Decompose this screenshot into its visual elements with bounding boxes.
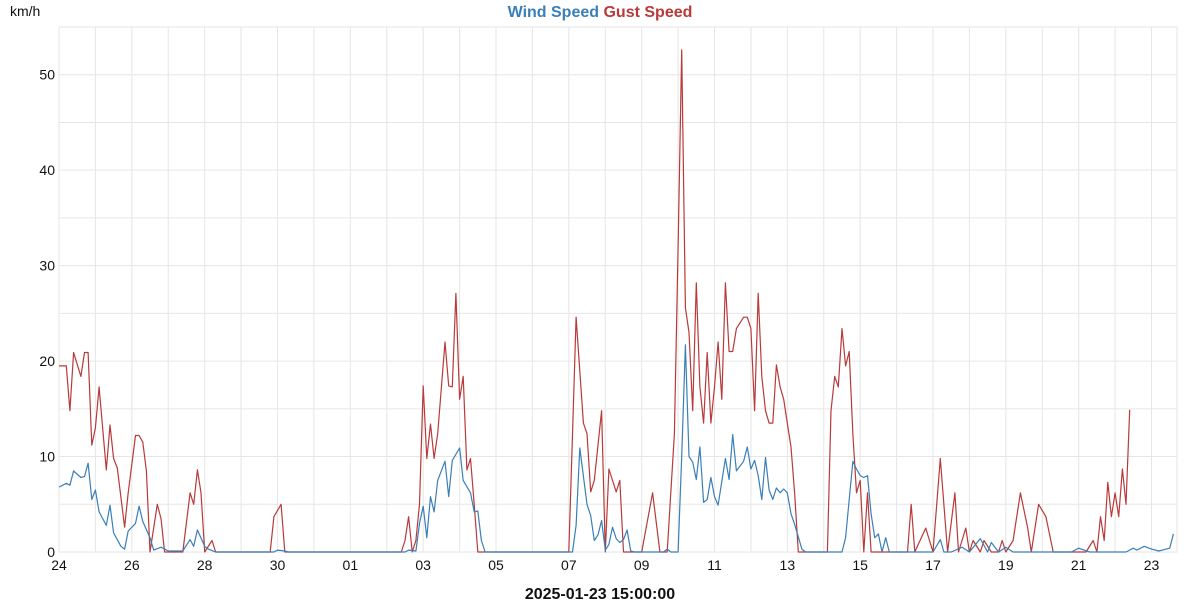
x-tick-label: 26	[124, 557, 140, 573]
x-tick-label: 28	[197, 557, 213, 573]
y-tick-label: 50	[39, 67, 55, 83]
y-axis-ticks: 0 10 20 30 40 50	[39, 67, 55, 560]
x-tick-label: 09	[634, 557, 650, 573]
x-axis-timestamp-label: 2025-01-23 15:00:00	[525, 586, 675, 600]
x-tick-label: 01	[343, 557, 359, 573]
y-tick-label: 10	[39, 449, 55, 465]
series-line-gust-speed[interactable]	[59, 49, 1131, 553]
x-tick-label: 21	[1071, 557, 1087, 573]
series-lines	[58, 49, 1174, 553]
plot-frame	[58, 26, 1178, 553]
x-tick-label: 11	[707, 557, 722, 573]
x-tick-label: 17	[925, 557, 941, 573]
legend: Wind Speed Gust Speed	[508, 4, 693, 21]
y-axis-unit-label: km/h	[10, 3, 40, 19]
y-tick-label: 20	[39, 353, 55, 369]
legend-wind-speed[interactable]: Wind Speed	[508, 4, 599, 21]
x-axis-ticks: 24 26 28 30 01 03 05 07 09 11 13 15 17 19 21 23	[51, 557, 1159, 573]
x-tick-label: 30	[270, 557, 286, 573]
x-tick-label: 07	[561, 557, 577, 573]
x-tick-label: 15	[852, 557, 868, 573]
y-tick-label: 0	[47, 544, 55, 560]
x-tick-label: 19	[998, 557, 1014, 573]
y-tick-label: 30	[39, 258, 55, 274]
y-tick-label: 40	[39, 162, 55, 178]
x-tick-label: 13	[780, 557, 796, 573]
series-line-wind-speed[interactable]	[58, 344, 1174, 553]
x-tick-label: 03	[415, 557, 431, 573]
legend-gust-speed[interactable]: Gust Speed	[603, 4, 692, 21]
x-tick-label: 23	[1144, 557, 1160, 573]
x-tick-label: 24	[51, 557, 67, 573]
grid	[58, 26, 1177, 553]
x-tick-label: 05	[488, 557, 504, 573]
